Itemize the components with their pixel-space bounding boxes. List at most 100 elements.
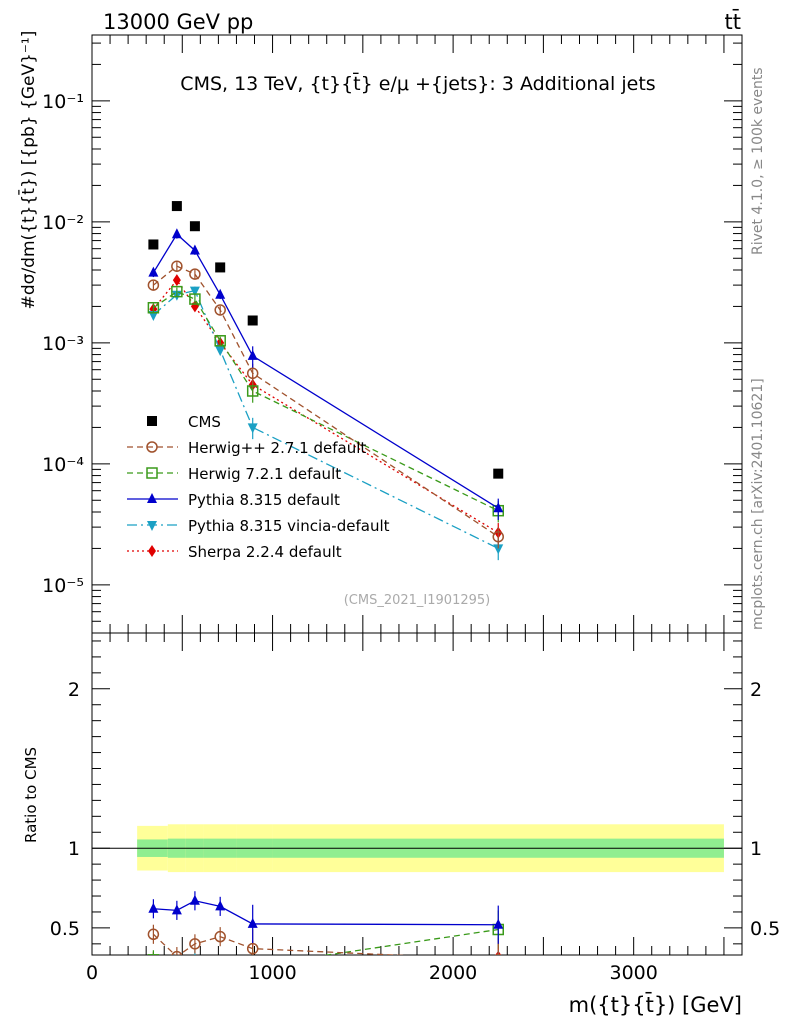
x-axis-label: m({t}{t̄}) [GeV] xyxy=(569,992,742,1017)
herwigpp-marker xyxy=(146,441,158,453)
herwig7-marker xyxy=(246,385,259,397)
vincia-marker xyxy=(493,544,504,555)
y-tick-label: 10⁻⁵ xyxy=(42,575,84,597)
herwigpp-marker xyxy=(171,950,183,955)
herwig7-marker xyxy=(147,954,160,955)
cms-marker xyxy=(171,201,182,212)
ratio-line xyxy=(152,933,408,955)
herwig7-marker xyxy=(214,335,226,347)
herwigpp-marker xyxy=(246,367,259,380)
vincia-marker xyxy=(172,973,182,983)
herwigpp-marker xyxy=(495,954,502,955)
cms-marker xyxy=(247,315,258,326)
ratio-plot-frame xyxy=(91,632,743,956)
pythia-marker xyxy=(247,349,258,360)
legend-label: Herwig++ 2.7.1 default xyxy=(188,439,366,457)
uncertainty-bands xyxy=(92,824,742,873)
pythia-marker xyxy=(215,288,226,299)
herwig7-marker xyxy=(190,963,200,973)
vincia-marker xyxy=(247,423,258,434)
cms-marker xyxy=(148,239,159,250)
pythia-marker xyxy=(148,902,159,913)
pythia-marker xyxy=(148,266,159,277)
vincia-marker xyxy=(493,965,503,975)
x-tick-label: 1000 xyxy=(248,962,296,984)
legend: CMS Herwig++ 2.7.1 default Herwig 7.2.1 de… xyxy=(127,413,390,561)
chart-title: CMS, 13 TeV, {t}{t̄} e/μ +{jets}: 3 Addi… xyxy=(180,71,655,95)
ratio-axis-ticks: 0 1000 2000 3000 0.5 0.5 1 1 2 2 xyxy=(50,633,780,984)
legend-label: CMS xyxy=(188,413,221,431)
y-tick-label: 10⁻² xyxy=(42,212,84,234)
herwig7-marker xyxy=(146,467,158,479)
pythia-marker xyxy=(171,228,182,239)
vincia-marker xyxy=(148,959,158,969)
cms-marker xyxy=(189,221,200,232)
ratio-tick-label: 0.5 xyxy=(50,918,80,940)
sherpa-marker xyxy=(149,955,157,967)
herwigpp-marker xyxy=(246,942,259,955)
mcplots-note: mcplots.cern.ch [arXiv:2401.10621] xyxy=(750,378,766,630)
x-tick-label: 0 xyxy=(86,962,98,984)
ratio-series xyxy=(147,891,504,993)
herwig7-marker xyxy=(172,971,182,981)
ratio-tick-label-right: 0.5 xyxy=(750,918,780,940)
pythia-marker xyxy=(215,900,226,911)
pythia-marker xyxy=(171,904,182,915)
ratio-y-label: Ratio to CMS xyxy=(22,747,40,843)
legend-label: Pythia 8.315 default xyxy=(188,491,340,509)
vincia-marker xyxy=(189,286,200,297)
y-tick-label: 10⁻⁴ xyxy=(42,454,84,476)
sherpa-marker xyxy=(172,274,181,287)
pythia-marker xyxy=(493,502,504,513)
herwig7-marker xyxy=(215,963,225,973)
sherpa-marker xyxy=(148,545,156,557)
process-label: tt̄ xyxy=(725,9,741,34)
sherpa-marker xyxy=(173,963,181,975)
vincia-marker xyxy=(215,970,225,980)
vincia-marker xyxy=(215,346,226,357)
cms-marker xyxy=(215,262,226,273)
main-series xyxy=(147,201,504,561)
legend-label: Sherpa 2.2.4 default xyxy=(188,543,342,561)
ratio-tick-label-right: 1 xyxy=(750,838,762,860)
vincia-marker xyxy=(248,983,258,993)
y-axis-label: #dσ/dm({t}{t̄}) [{pb} {GeV}⁻¹] xyxy=(17,31,39,310)
herwig7-marker xyxy=(189,293,201,305)
herwigpp-marker xyxy=(147,279,160,291)
sherpa-marker xyxy=(216,963,224,975)
watermark: (CMS_2021_I1901295) xyxy=(344,593,491,608)
series-line xyxy=(153,290,499,512)
herwigpp-marker xyxy=(189,268,201,280)
herwigpp-marker xyxy=(171,260,183,272)
vincia-marker xyxy=(190,956,200,966)
main-axis-ticks: 10⁻⁵ 10⁻⁴ 10⁻³ 10⁻² 10⁻¹ xyxy=(42,35,743,634)
cms-marker xyxy=(493,468,504,479)
herwig7-marker xyxy=(147,301,160,314)
pythia-marker xyxy=(247,917,258,928)
herwig7-marker xyxy=(171,285,183,298)
pythia-marker xyxy=(189,244,200,255)
rivet-note: Rivet 4.1.0, ≥ 100k events xyxy=(750,67,766,255)
x-tick-label: 3000 xyxy=(609,962,657,984)
pythia-marker xyxy=(147,493,157,503)
herwigpp-marker xyxy=(214,304,226,316)
cms-marker xyxy=(147,416,157,426)
ratio-line xyxy=(153,900,499,926)
herwigpp-marker xyxy=(189,938,201,950)
series-line xyxy=(152,233,499,509)
pythia-marker xyxy=(493,918,504,929)
series-line xyxy=(152,279,499,534)
herwigpp-marker xyxy=(214,930,226,943)
y-tick-label: 10⁻³ xyxy=(42,333,84,355)
ratio-tick-label-right: 2 xyxy=(750,679,762,701)
sherpa-marker xyxy=(191,967,199,979)
pythia-marker xyxy=(189,894,200,905)
y-tick-label: 10⁻¹ xyxy=(42,91,84,113)
herwigpp-marker xyxy=(147,928,160,941)
legend-label: Herwig 7.2.1 default xyxy=(188,465,341,483)
herwigpp-marker xyxy=(492,530,504,543)
vincia-marker xyxy=(147,521,157,531)
ratio-tick-label: 1 xyxy=(68,838,80,860)
x-tick-label: 2000 xyxy=(429,962,477,984)
